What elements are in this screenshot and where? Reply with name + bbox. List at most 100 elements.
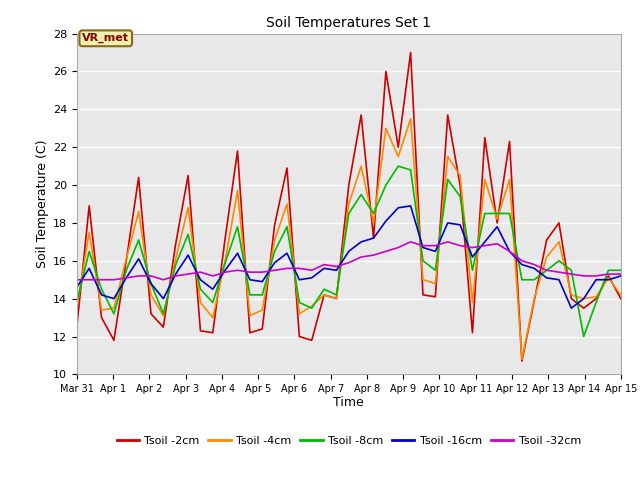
- Tsoil -32cm: [506, 249, 513, 254]
- Tsoil -2cm: [357, 112, 365, 118]
- Tsoil -2cm: [283, 165, 291, 171]
- Tsoil -4cm: [481, 177, 489, 182]
- Tsoil -16cm: [568, 305, 575, 311]
- Y-axis label: Soil Temperature (C): Soil Temperature (C): [36, 140, 49, 268]
- Tsoil -32cm: [605, 271, 612, 277]
- Tsoil -32cm: [456, 243, 464, 249]
- Tsoil -32cm: [85, 277, 93, 283]
- Tsoil -16cm: [271, 260, 278, 265]
- Tsoil -4cm: [234, 188, 241, 193]
- Tsoil -32cm: [493, 241, 501, 247]
- Tsoil -2cm: [518, 358, 525, 364]
- Tsoil -16cm: [122, 275, 130, 281]
- Tsoil -2cm: [481, 135, 489, 141]
- Tsoil -32cm: [617, 271, 625, 277]
- Tsoil -16cm: [382, 218, 390, 224]
- Tsoil -2cm: [147, 311, 155, 317]
- Tsoil -2cm: [568, 296, 575, 301]
- Tsoil -16cm: [357, 239, 365, 245]
- Tsoil -8cm: [370, 211, 378, 216]
- Tsoil -16cm: [345, 249, 353, 254]
- Tsoil -2cm: [506, 139, 513, 144]
- Tsoil -4cm: [271, 237, 278, 243]
- Tsoil -8cm: [506, 211, 513, 216]
- Tsoil -32cm: [481, 243, 489, 249]
- Tsoil -32cm: [196, 269, 204, 275]
- Tsoil -16cm: [135, 256, 143, 262]
- Tsoil -4cm: [259, 307, 266, 313]
- Tsoil -2cm: [555, 220, 563, 226]
- Tsoil -16cm: [456, 222, 464, 228]
- Tsoil -2cm: [308, 337, 316, 343]
- Tsoil -16cm: [518, 262, 525, 267]
- Tsoil -16cm: [283, 251, 291, 256]
- Tsoil -16cm: [147, 281, 155, 287]
- Tsoil -2cm: [296, 334, 303, 339]
- Tsoil -32cm: [382, 249, 390, 254]
- Line: Tsoil -4cm: Tsoil -4cm: [77, 119, 621, 359]
- Tsoil -2cm: [110, 337, 118, 343]
- Tsoil -2cm: [345, 182, 353, 188]
- Tsoil -4cm: [531, 296, 538, 301]
- Tsoil -8cm: [531, 277, 538, 283]
- Tsoil -32cm: [333, 264, 340, 269]
- Tsoil -16cm: [246, 277, 253, 283]
- Tsoil -8cm: [283, 224, 291, 229]
- Tsoil -8cm: [493, 211, 501, 216]
- Tsoil -16cm: [493, 224, 501, 229]
- Tsoil -8cm: [196, 286, 204, 292]
- Tsoil -4cm: [172, 256, 180, 262]
- Tsoil -2cm: [531, 298, 538, 303]
- Tsoil -16cm: [419, 245, 427, 251]
- Tsoil -4cm: [283, 201, 291, 207]
- Tsoil -16cm: [444, 220, 452, 226]
- Tsoil -16cm: [308, 275, 316, 281]
- Tsoil -16cm: [481, 239, 489, 245]
- Tsoil -32cm: [345, 260, 353, 265]
- Tsoil -8cm: [543, 267, 550, 273]
- Tsoil -32cm: [370, 252, 378, 258]
- Tsoil -4cm: [320, 292, 328, 298]
- Tsoil -16cm: [98, 292, 106, 298]
- Tsoil -8cm: [209, 300, 216, 305]
- Tsoil -16cm: [617, 273, 625, 279]
- Tsoil -2cm: [271, 222, 278, 228]
- Tsoil -32cm: [592, 273, 600, 279]
- Tsoil -32cm: [122, 275, 130, 281]
- Tsoil -2cm: [468, 330, 476, 336]
- Tsoil -2cm: [370, 235, 378, 241]
- Tsoil -16cm: [333, 267, 340, 273]
- Tsoil -16cm: [506, 249, 513, 254]
- Tsoil -4cm: [209, 315, 216, 321]
- Tsoil -8cm: [296, 300, 303, 305]
- Tsoil -4cm: [493, 216, 501, 222]
- Tsoil -32cm: [209, 273, 216, 279]
- Tsoil -4cm: [394, 154, 402, 159]
- Tsoil -8cm: [172, 262, 180, 267]
- Tsoil -4cm: [370, 220, 378, 226]
- Tsoil -4cm: [196, 300, 204, 305]
- Tsoil -16cm: [73, 285, 81, 290]
- Tsoil -2cm: [172, 241, 180, 247]
- Tsoil -4cm: [159, 313, 167, 319]
- Tsoil -8cm: [98, 286, 106, 292]
- Tsoil -2cm: [580, 305, 588, 311]
- Tsoil -4cm: [357, 163, 365, 169]
- Tsoil -8cm: [419, 258, 427, 264]
- Tsoil -2cm: [431, 294, 439, 300]
- Tsoil -4cm: [419, 277, 427, 283]
- Tsoil -8cm: [407, 167, 415, 173]
- Tsoil -2cm: [320, 292, 328, 298]
- Tsoil -8cm: [159, 311, 167, 317]
- Tsoil -32cm: [184, 271, 192, 277]
- Tsoil -8cm: [110, 311, 118, 317]
- Tsoil -4cm: [518, 356, 525, 362]
- Tsoil -8cm: [592, 300, 600, 305]
- Tsoil -4cm: [456, 173, 464, 179]
- Tsoil -2cm: [259, 326, 266, 332]
- Tsoil -4cm: [382, 125, 390, 131]
- Tsoil -2cm: [85, 203, 93, 209]
- Tsoil -32cm: [159, 277, 167, 283]
- Tsoil -2cm: [493, 220, 501, 226]
- Tsoil -8cm: [481, 211, 489, 216]
